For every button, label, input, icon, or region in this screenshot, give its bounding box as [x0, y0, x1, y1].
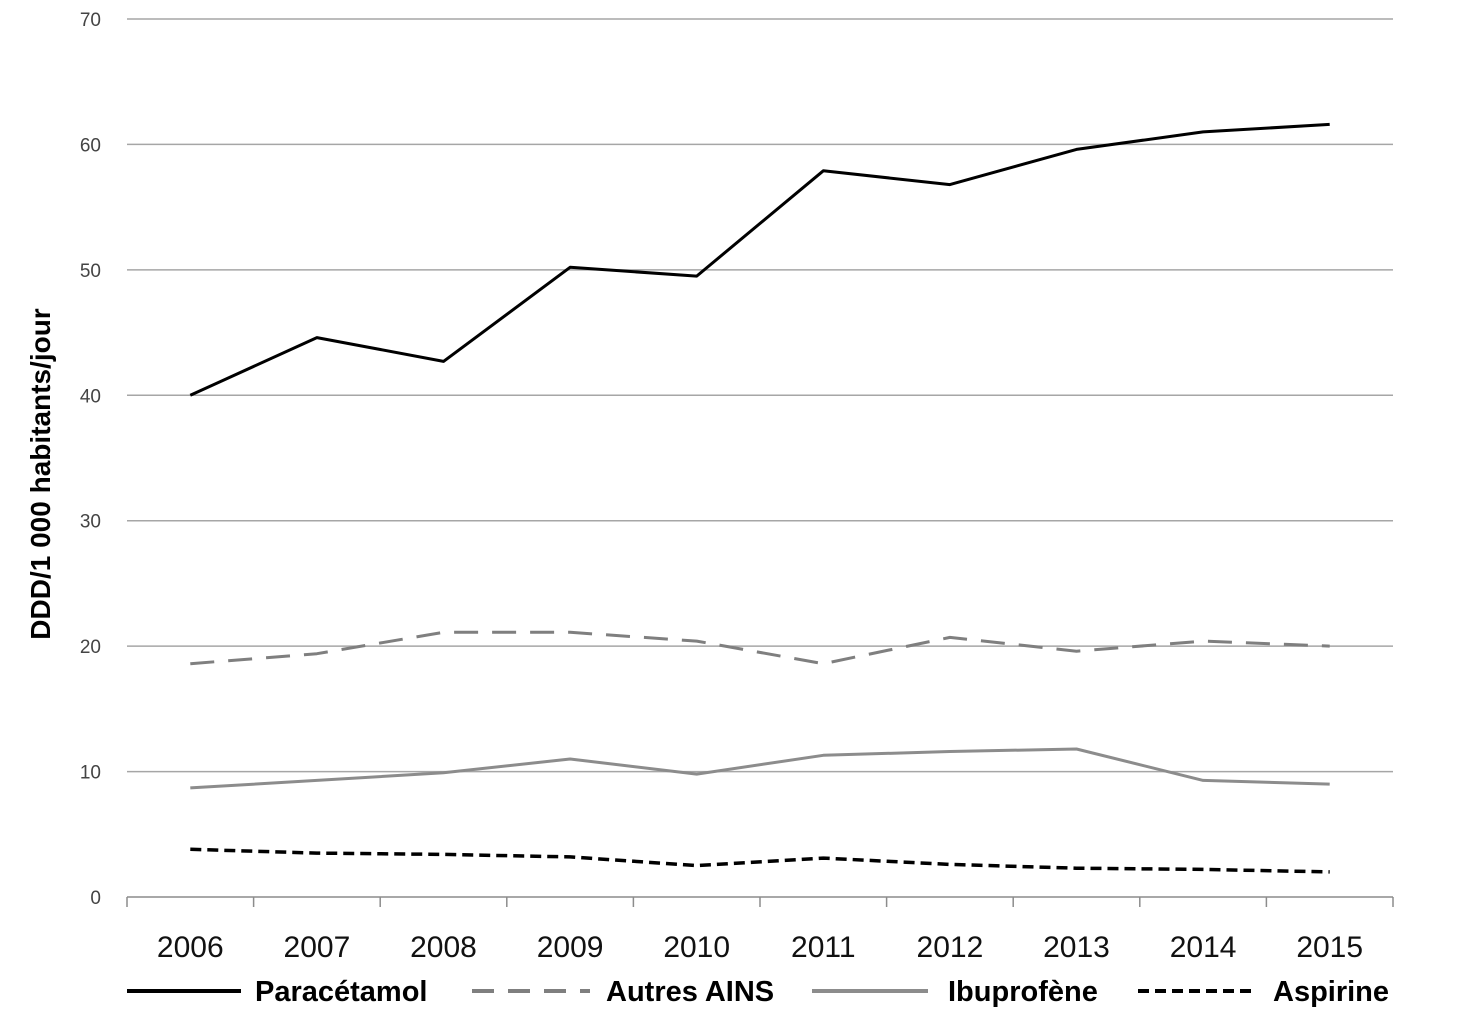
- y-tick-label: 70: [80, 10, 101, 31]
- x-axis: [126, 896, 1394, 907]
- series-line-ibuprofene: [190, 747, 1330, 790]
- x-tick-label: 2006: [157, 931, 224, 964]
- x-tick-label: 2010: [663, 931, 730, 964]
- y-tick-label: 10: [80, 763, 101, 784]
- y-tick-labels: 0 10 20 30 40 50 60 70: [80, 10, 101, 909]
- x-tick-label: 2008: [410, 931, 477, 964]
- y-axis-title: DDD/1 000 habitants/jour: [25, 308, 56, 640]
- x-tick-label: 2009: [537, 931, 604, 964]
- series-line-autres-ains: [190, 630, 1330, 666]
- legend-label-paracetamol: Paracétamol: [255, 976, 428, 1008]
- legend-label-ibuprofene: Ibuprofène: [948, 976, 1098, 1008]
- series-line-paracetamol: [189, 122, 1330, 397]
- y-tick-label: 60: [80, 135, 101, 156]
- series-line-aspirine: [190, 847, 1330, 874]
- y-tick-label: 0: [90, 888, 101, 909]
- y-tick-label: 40: [80, 386, 101, 407]
- x-tick-label: 2014: [1170, 931, 1237, 964]
- legend-label-aspirine: Aspirine: [1273, 976, 1389, 1008]
- y-tick-label: 50: [80, 261, 101, 282]
- x-tick-label: 2013: [1043, 931, 1110, 964]
- y-tick-label: 20: [80, 637, 101, 658]
- y-tick-label: 30: [80, 512, 101, 533]
- x-tick-label: 2012: [917, 931, 984, 964]
- gridlines: [127, 18, 1393, 773]
- series-lines: [189, 122, 1330, 874]
- legend: Paracétamol Autres AINS Ibuprofène Aspirine: [127, 976, 1389, 1008]
- x-tick-label: 2015: [1296, 931, 1363, 964]
- x-tick-label: 2007: [284, 931, 351, 964]
- legend-label-autres-ains: Autres AINS: [606, 976, 774, 1008]
- x-tick-labels: 2006 2007 2008 2009 2010 2011 2012 2013 2014 2015: [157, 931, 1363, 964]
- x-tick-label: 2011: [791, 931, 856, 964]
